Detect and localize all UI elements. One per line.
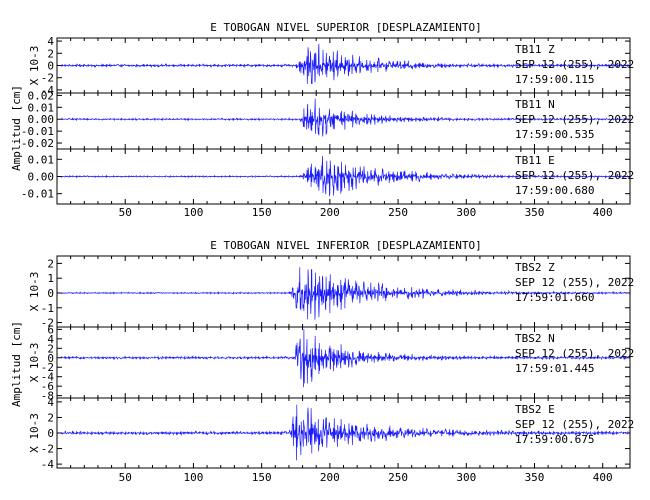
chart0-xtick-label: 300 [456, 206, 476, 219]
chart1-panel1-ytick-label: -8 [41, 390, 54, 403]
chart0-xtick-label: 100 [183, 206, 203, 219]
chart1-panel0-ytick-label: -2 [41, 317, 54, 330]
chart1-panel0-trace-tbs2-z [60, 267, 629, 320]
chart0-panel2-station-label: TB11 E [515, 154, 555, 167]
chart1-panel1-ytick-label: -4 [41, 371, 55, 384]
chart0-panel2-trace-tb11-e [60, 155, 629, 197]
chart1-panel1-ytick-label: 6 [47, 323, 54, 336]
chart0-panel2-ytick-label: 0.00 [28, 171, 55, 184]
chart1-xtick-label: 150 [252, 471, 272, 484]
chart0-panel0-trace-tb11-z [60, 43, 629, 85]
chart1-panel1-multiplier-label: X 10-3 [28, 343, 41, 383]
chart0-panel1: -0.02-0.010.000.010.02 TB11 N SEP 12 (255)… [21, 89, 634, 150]
upper-chart-title: E TOBOGAN NIVEL SUPERIOR [DESPLAZAMIENTO… [210, 21, 482, 34]
chart0-panel1-date-label: SEP 12 (255), 2022 [515, 113, 634, 126]
chart0-panel1-ytick-label: -0.02 [21, 137, 54, 150]
lower-y-axis-label: Amplitud [cm] [10, 321, 23, 407]
chart0-xtick-label: 200 [320, 206, 340, 219]
chart1-panel2-multiplier-label: X 10-3 [28, 413, 41, 453]
chart0-panel0-ytick-label: 2 [47, 47, 54, 60]
chart0-xtick-label: 400 [593, 206, 613, 219]
chart1-panel0-station-label: TBS2 Z [515, 261, 555, 274]
chart1-panel0-ytick-label: 2 [47, 257, 54, 270]
chart1-panel2-time-label: 17:59:00.675 [515, 433, 594, 446]
chart1-panel0: -2 -1 0 1 2 X 10-3 TBS2 Z SEP 12 (255), 2022 17:… [28, 255, 634, 330]
lower-chart-title: E TOBOGAN NIVEL INFERIOR [DESPLAZAMIENTO… [210, 239, 482, 252]
chart1-xtick-label: 50 [119, 471, 132, 484]
chart0-panel1-time-label: 17:59:00.535 [515, 128, 594, 141]
chart1-panel2-ytick-label: 0 [47, 427, 54, 440]
chart1-panel2-ytick-label: 4 [47, 396, 54, 409]
chart1-panel0-ytick-label: 1 [47, 272, 54, 285]
chart1-xtick-label: 300 [456, 471, 476, 484]
chart0-panel2-date-label: SEP 12 (255), 2022 [515, 169, 634, 182]
chart1-xtick-label: 350 [525, 471, 545, 484]
chart0-panel2-ytick-label: -0.01 [21, 188, 54, 201]
chart1-panel1-ytick-label: 4 [47, 333, 54, 346]
chart1-xtick-label: 100 [183, 471, 203, 484]
chart0-panel1-station-label: TB11 N [515, 98, 555, 111]
chart1-panel2-trace-tbs2-e [60, 404, 629, 461]
chart1-panel2-station-label: TBS2 E [515, 403, 555, 416]
chart1-panel0-ytick-label: -1 [41, 302, 54, 315]
chart1-panel0-time-label: 17:59:01.660 [515, 291, 594, 304]
chart1-panel2-ytick-label: -4 [41, 458, 55, 471]
chart0-panel0-ytick-label: -4 [41, 84, 55, 97]
chart0-panel1-ytick-label: 0.00 [28, 113, 55, 126]
chart1-panel1-trace-tbs2-n [60, 329, 629, 388]
chart0-panel1-ytick-label: 0.02 [28, 89, 55, 102]
chart0-panel0-time-label: 17:59:00.115 [515, 73, 594, 86]
chart1-xtick-label: 200 [320, 471, 340, 484]
chart1-panel1-ytick-label: -6 [41, 380, 54, 393]
chart1-panel1-station-label: TBS2 N [515, 332, 555, 345]
chart0-panel0-ytick-label: 4 [47, 35, 54, 48]
chart1-panel1-ytick-label: -2 [41, 361, 54, 374]
chart0-panel0-ytick-label: -2 [41, 72, 54, 85]
chart0-xtick-label: 50 [119, 206, 132, 219]
chart1-panel2: -4 -2 0 2 4 X 10-3 TBS2 E SEP 12 (255), 2022 17:… [28, 396, 634, 471]
chart1-panel0-date-label: SEP 12 (255), 2022 [515, 276, 634, 289]
chart1-panel2-date-label: SEP 12 (255), 2022 [515, 418, 634, 431]
chart1-xtick-label: 400 [593, 471, 613, 484]
chart0-xtick-label: 350 [525, 206, 545, 219]
chart0-panel0-station-label: TB11 Z [515, 43, 555, 56]
chart0-xtick-label: 250 [388, 206, 408, 219]
chart1-panel1-ytick-label: 2 [47, 342, 54, 355]
chart1-panel2-ytick-label: -2 [41, 443, 54, 456]
chart1-panel0-ytick-label: 0 [47, 287, 54, 300]
chart1-panel1-time-label: 17:59:01.445 [515, 362, 594, 375]
chart1-panel0-multiplier-label: X 10-3 [28, 272, 41, 312]
chart0-panel2: -0.01 0.00 0.01 TB11 E SEP 12 (255), 2022 17:… [21, 148, 634, 205]
upper-y-axis-label: Amplitud [cm] [10, 85, 23, 171]
chart0-panel2-ytick-label: 0.01 [28, 153, 55, 166]
chart0-panel0-date-label: SEP 12 (255), 2022 [515, 58, 634, 71]
chart0-xtick-label: 150 [252, 206, 272, 219]
chart1-panel2-ytick-label: 2 [47, 411, 54, 424]
chart0-panel0-multiplier-label: X 10-3 [28, 46, 41, 86]
chart1-panel1-ytick-label: 0 [47, 352, 54, 365]
chart0-panel1-ytick-label: 0.01 [28, 101, 55, 114]
chart0-panel0-ytick-label: 0 [47, 60, 54, 73]
chart1-xtick-label: 250 [388, 471, 408, 484]
chart0-panel2-time-label: 17:59:00.680 [515, 184, 594, 197]
chart0-panel1-ytick-label: -0.01 [21, 125, 54, 138]
chart0-panel1-trace-tb11-n [60, 98, 629, 137]
chart1-panel1-date-label: SEP 12 (255), 2022 [515, 347, 634, 360]
